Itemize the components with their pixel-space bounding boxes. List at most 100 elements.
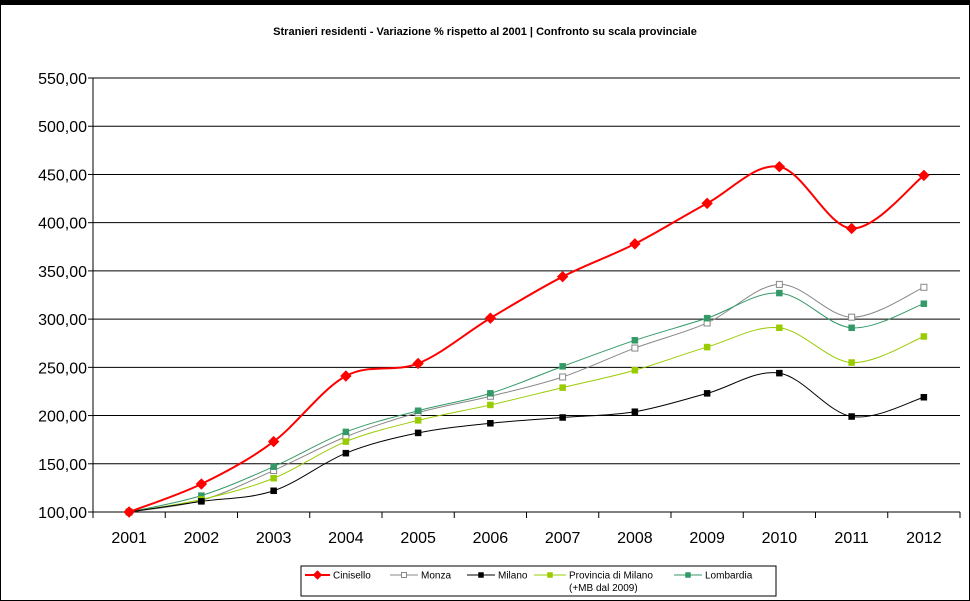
data-point — [776, 324, 783, 332]
data-point — [487, 401, 494, 409]
data-point — [559, 373, 567, 381]
data-point — [342, 449, 350, 457]
data-point — [342, 428, 350, 436]
series-line — [128, 165, 925, 513]
series-monza — [125, 280, 928, 516]
legend-item-milano: Milano — [467, 571, 528, 582]
chart-title: Stranieri residenti - Variazione % rispe… — [273, 26, 697, 38]
y-tick-label: 100,00 — [38, 505, 87, 522]
data-point — [631, 408, 639, 415]
legend-label-line2: (+MB dal 2009) — [569, 583, 638, 594]
series-lombardia — [125, 289, 928, 516]
x-tick-label: 2001 — [111, 530, 147, 547]
top-border-bar — [0, 0, 970, 5]
legend-swatch-marker — [401, 572, 407, 578]
data-point — [270, 487, 277, 495]
y-tick-label: 250,00 — [38, 360, 87, 377]
x-tick-label: 2012 — [906, 530, 942, 547]
data-point — [414, 417, 422, 424]
x-tick-label: 2003 — [256, 530, 292, 547]
x-axis-tick-labels: 2001 2002 2003 2004 2005 2006 2007 2008 2009 2010… — [111, 530, 941, 547]
y-tick-label: 350,00 — [38, 264, 87, 281]
data-point — [775, 280, 783, 288]
x-tick-label: 2005 — [400, 530, 436, 547]
gridlines — [88, 77, 960, 513]
data-point — [195, 478, 208, 490]
series-cinisello — [123, 161, 930, 518]
x-tick-label: 2002 — [184, 530, 220, 547]
x-tick-label: 2009 — [689, 530, 725, 547]
y-tick-label: 400,00 — [38, 216, 87, 233]
legend-label: Monza — [421, 571, 451, 582]
data-point — [484, 312, 497, 324]
series-milano — [125, 369, 928, 516]
data-point — [556, 270, 569, 283]
legend-box — [300, 565, 777, 597]
axes — [92, 78, 961, 518]
legend-label: Provincia di Milano — [569, 571, 653, 582]
series-line — [129, 372, 925, 513]
y-tick-label: 450,00 — [38, 167, 87, 184]
y-axis-tick-labels: 100,00 150,00 200,00 250,00 300,00 350,00 400,… — [38, 71, 87, 522]
data-point — [412, 357, 424, 370]
data-point — [845, 222, 858, 235]
x-tick-label: 2007 — [545, 530, 581, 547]
legend-item-lombardia: Lombardia — [674, 571, 753, 582]
legend-swatch-marker — [312, 570, 323, 580]
data-point — [773, 161, 786, 173]
data-point — [559, 384, 566, 391]
data-point — [342, 438, 350, 445]
x-tick-label: 2006 — [473, 530, 509, 547]
x-tick-label: 2010 — [762, 530, 798, 547]
legend-swatch-marker — [478, 572, 484, 578]
data-point — [918, 169, 930, 182]
data-point — [340, 370, 352, 382]
legend: Cinisello Monza Milano Provincia di Milano(… — [300, 565, 777, 597]
data-point — [703, 390, 711, 397]
legend-swatch-marker — [547, 572, 553, 578]
legend-swatch-marker — [685, 572, 691, 578]
data-point — [703, 343, 711, 351]
x-tick-label: 2008 — [617, 530, 653, 547]
data-point — [631, 366, 639, 374]
legend-item-cinisello: Cinisello — [305, 570, 371, 582]
series-line — [129, 292, 925, 513]
y-tick-label: 200,00 — [38, 409, 87, 426]
data-point — [414, 407, 422, 414]
data-point — [270, 474, 277, 482]
data-point — [776, 289, 783, 297]
data-point — [848, 313, 856, 321]
data-point — [920, 333, 928, 340]
legend-item-monza: Monza — [390, 571, 451, 582]
data-point — [848, 413, 855, 420]
legend-item-provincia-di-milano: Provincia di Milano(+MB dal 2009) — [534, 571, 653, 594]
data-point — [631, 337, 639, 344]
x-tick-label: 2004 — [328, 530, 364, 547]
series-line — [129, 327, 925, 513]
data-point — [267, 435, 280, 448]
legend-label: Milano — [498, 571, 528, 582]
data-point — [629, 238, 641, 250]
data-point — [848, 324, 855, 332]
y-tick-label: 550,00 — [38, 71, 87, 88]
data-point — [270, 463, 277, 470]
data-point — [920, 300, 928, 307]
data-point — [559, 414, 566, 421]
data-point — [487, 420, 494, 427]
data-point — [920, 393, 928, 401]
data-point — [559, 363, 566, 370]
data-point — [703, 314, 711, 322]
data-point — [414, 429, 422, 437]
data-point — [487, 390, 494, 397]
x-tick-label: 2011 — [834, 530, 869, 547]
legend-label: Cinisello — [333, 571, 371, 582]
data-point — [776, 369, 783, 377]
data-point — [701, 197, 713, 210]
data-point — [123, 506, 135, 518]
y-tick-label: 300,00 — [38, 312, 87, 329]
legend-label: Lombardia — [705, 571, 753, 582]
y-tick-label: 150,00 — [38, 457, 87, 474]
data-point — [920, 283, 928, 291]
data-point — [198, 498, 205, 505]
